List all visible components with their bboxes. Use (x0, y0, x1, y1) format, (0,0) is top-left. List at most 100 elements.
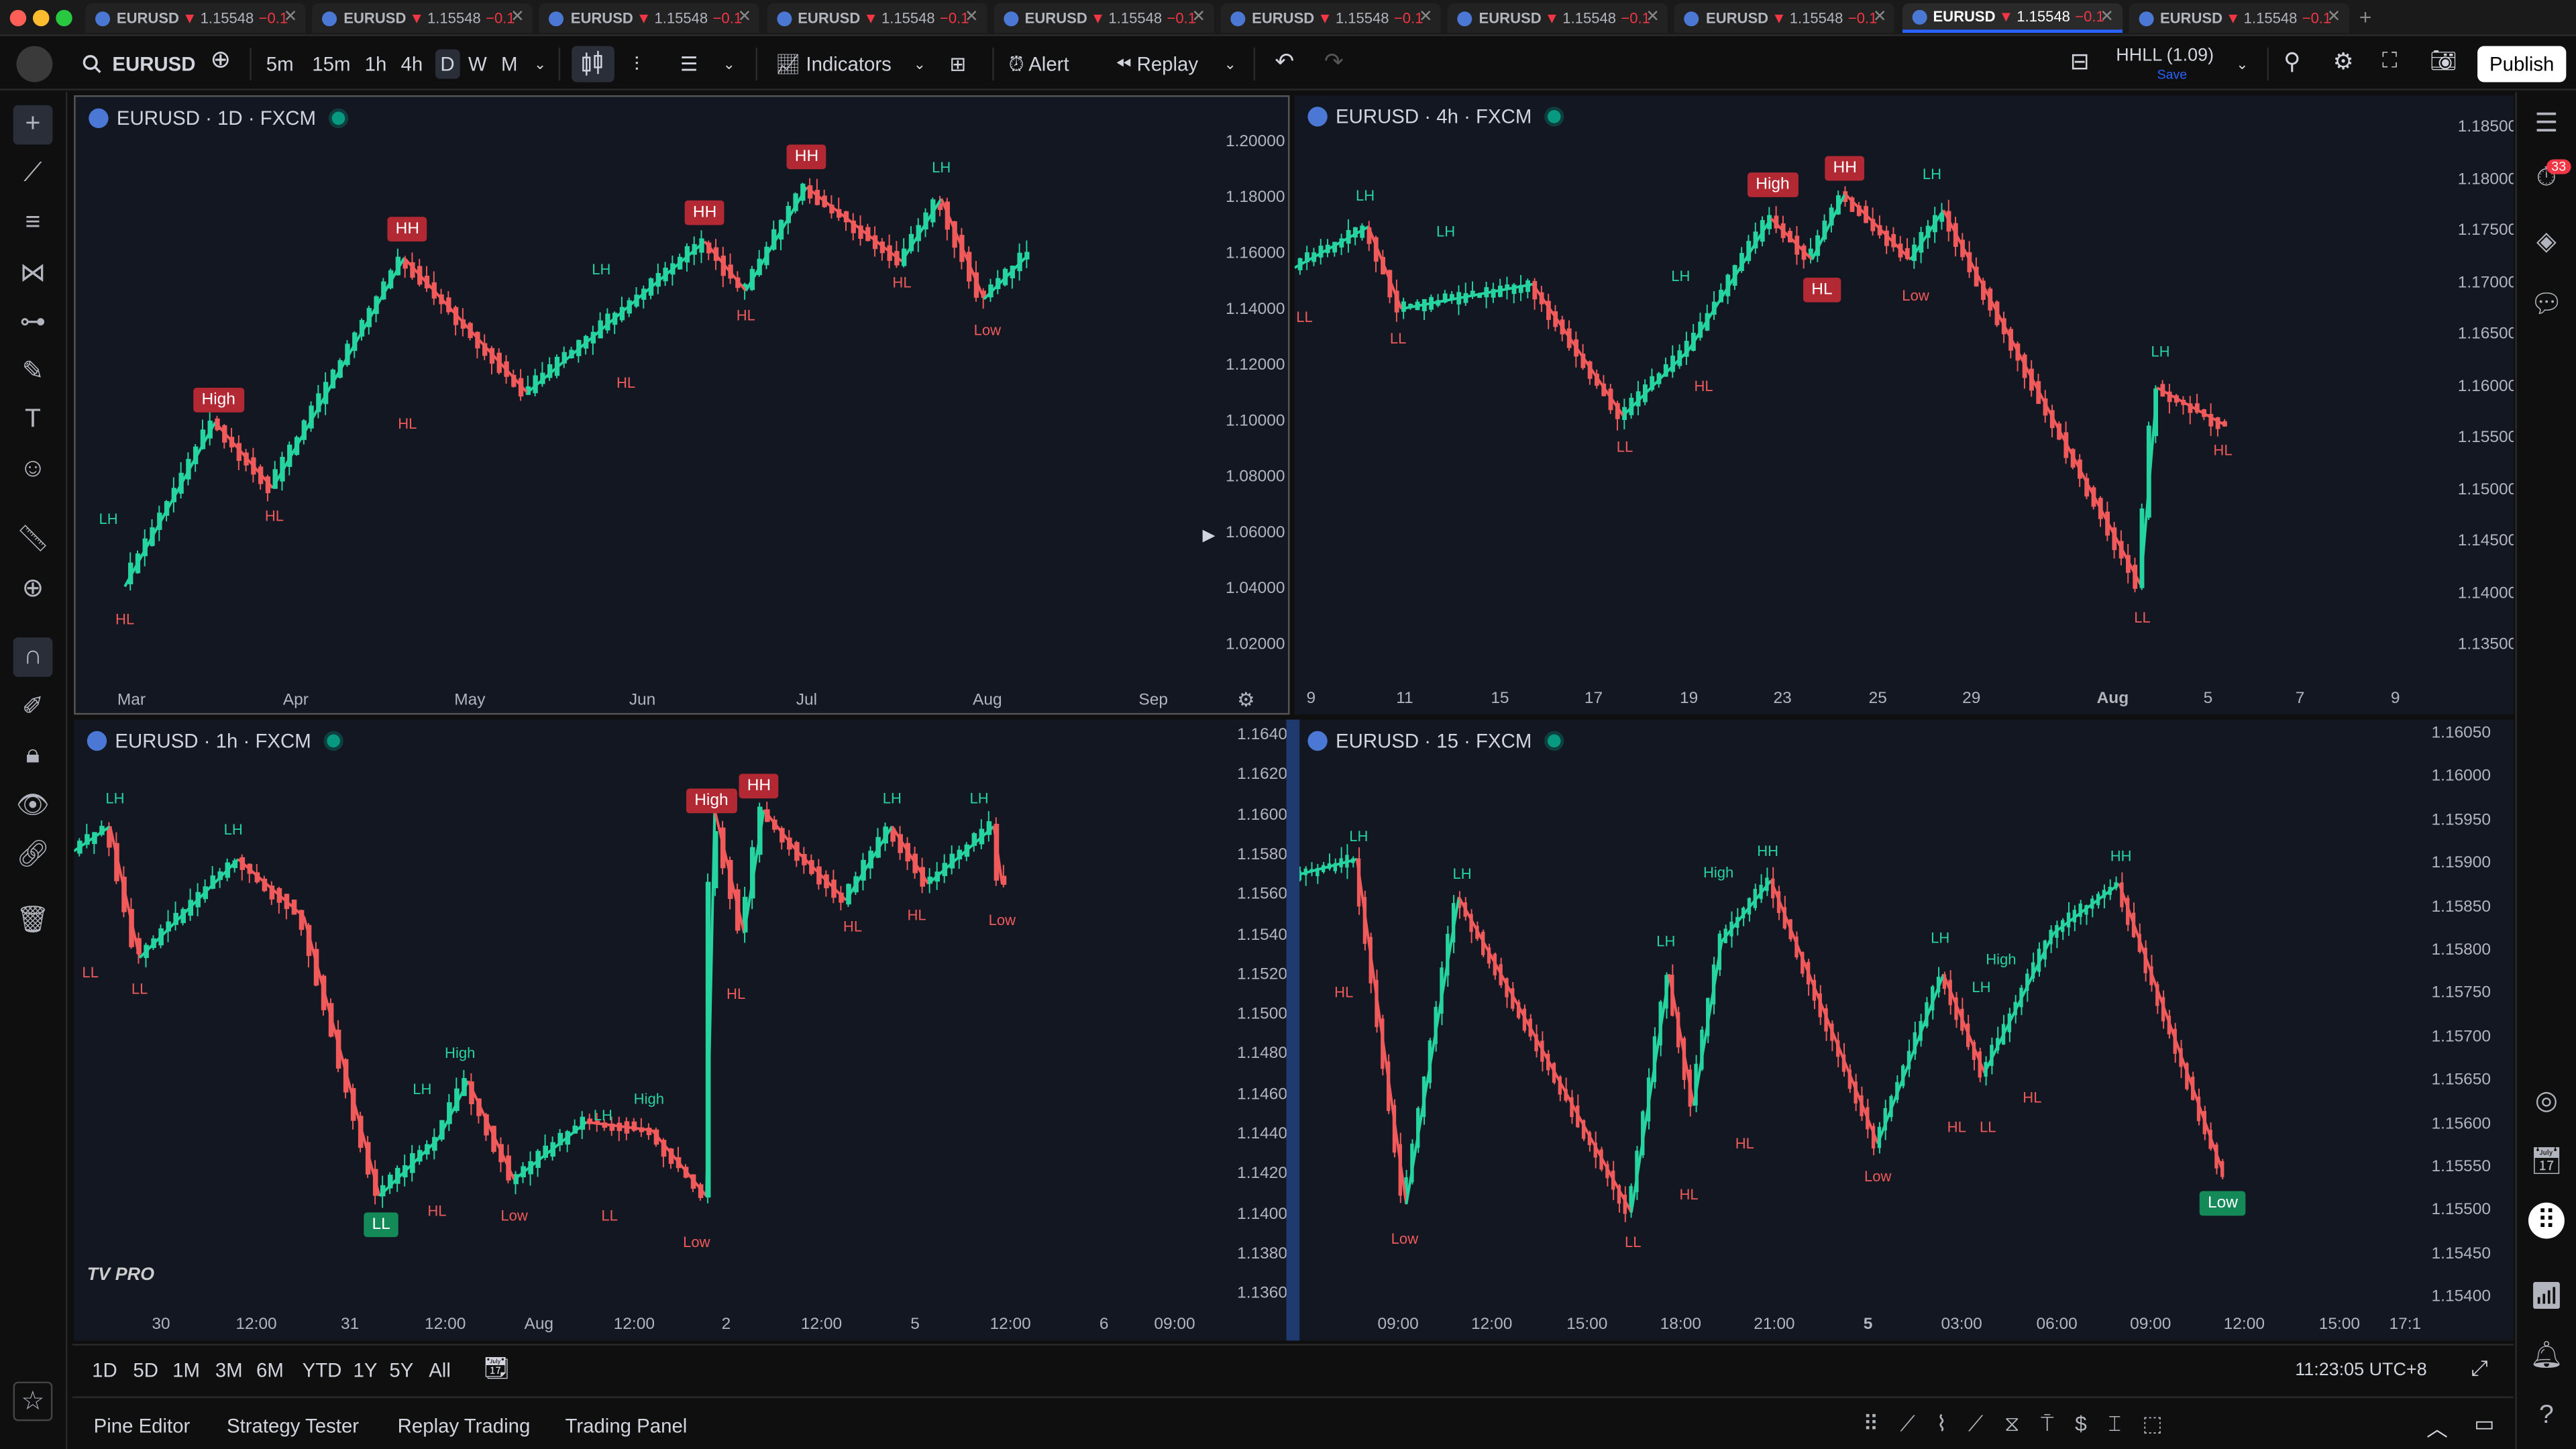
maximize-window-dot[interactable] (56, 9, 72, 27)
price-chart-svg[interactable] (74, 720, 1289, 1341)
interval-5m[interactable]: 5m (266, 52, 294, 76)
browser-tab[interactable]: EURUSD ▼ 1.15548 −0.1 ✕ (1220, 3, 1441, 33)
layout-dropdown-icon[interactable]: ⌄ (2236, 56, 2249, 72)
browser-tab[interactable]: EURUSD ▼ 1.15548 −0.1 ✕ (1901, 3, 2123, 33)
chat-icon[interactable]: 💬︎ (2530, 290, 2563, 319)
forecast-tool-icon[interactable]: ⊶ (19, 309, 46, 337)
range-1m[interactable]: 1M (172, 1358, 200, 1382)
close-tab-icon[interactable]: ✕ (2100, 8, 2114, 27)
help-icon[interactable]: ? (2539, 1401, 2554, 1430)
zoom-in-icon[interactable]: ⊕ (21, 575, 44, 603)
replay-dropdown-icon[interactable]: ⌄ (1224, 56, 1236, 72)
minimize-window-dot[interactable] (32, 9, 50, 27)
pattern-tool-icon[interactable]: ⋈ (19, 259, 46, 288)
undo-icon[interactable]: ↶ (1275, 48, 1295, 74)
layout-name[interactable]: HHLL (1.09) (2116, 46, 2214, 66)
interval-1h[interactable]: 1h (364, 52, 387, 76)
range-6m[interactable]: 6M (256, 1358, 284, 1382)
range-5y[interactable]: 5Y (389, 1358, 414, 1382)
close-tab-icon[interactable]: ✕ (1418, 8, 1433, 27)
trash-icon[interactable]: 🗑︎ (16, 906, 50, 935)
go-to-date-icon[interactable]: 📆︎ (483, 1355, 511, 1381)
target-icon[interactable]: ◎ (2534, 1087, 2559, 1116)
compare-add-icon[interactable]: ⊕ (210, 46, 231, 74)
close-tab-icon[interactable]: ✕ (1872, 8, 1887, 27)
axis-settings-gear-icon[interactable]: ⚙ (1237, 688, 1255, 712)
price-chart-svg[interactable] (1294, 720, 2514, 1341)
range-3m[interactable]: 3M (215, 1358, 243, 1382)
tab-strategy-tester[interactable]: Strategy Tester (226, 1414, 360, 1438)
crosshair-tool-icon[interactable]: + (13, 105, 53, 145)
fib-tool-icon[interactable]: ≡ (25, 209, 41, 237)
magnet-icon[interactable]: ∩ (13, 637, 53, 677)
layout-grid-icon[interactable]: ⊞ (949, 52, 967, 76)
interval-dropdown-icon[interactable]: ⌄ (533, 56, 547, 72)
link-icon[interactable]: 🔗︎ (16, 841, 50, 869)
close-tab-icon[interactable]: ✕ (2326, 8, 2341, 27)
pane-title[interactable]: EURUSD · 4h · FXCM (1307, 105, 1562, 128)
browser-tab[interactable]: EURUSD ▼ 1.15548 −0.1 ✕ (1448, 3, 1668, 33)
eye-icon[interactable]: 👁︎ (16, 792, 50, 820)
tab-trading-panel[interactable]: Trading Panel (565, 1414, 688, 1438)
interval-d[interactable]: D (435, 49, 460, 79)
stay-drawing-icon[interactable]: ✐ (21, 693, 44, 722)
price-chart-svg[interactable] (76, 97, 1288, 712)
browser-tab[interactable]: EURUSD ▼ 1.15548 −0.1 ✕ (994, 3, 1214, 33)
apps-grid-icon[interactable]: ⠿ (2528, 1202, 2565, 1239)
panel-window-icon[interactable]: ▭ (2474, 1411, 2495, 1436)
close-tab-icon[interactable]: ✕ (737, 8, 752, 27)
pane-title[interactable]: EURUSD · 1D · FXCM (89, 107, 346, 129)
settings-gear-icon[interactable]: ⚙ (2332, 48, 2354, 74)
range-1d[interactable]: 1D (92, 1358, 117, 1382)
range-5d[interactable]: 5D (133, 1358, 158, 1382)
scroll-to-realtime-icon[interactable]: ▶ (1202, 527, 1216, 546)
browser-tab[interactable]: EURUSD ▼ 1.15548 −0.1 ✕ (312, 3, 533, 33)
line-chart-type-icon[interactable]: ☰ (680, 52, 698, 76)
close-tab-icon[interactable]: ✕ (511, 8, 525, 27)
new-tab-icon[interactable]: + (2359, 5, 2372, 30)
layers-icon[interactable]: ◈ (2536, 228, 2557, 257)
range-all[interactable]: All (429, 1358, 451, 1382)
bar-chart-type-icon[interactable]: ⫶ (634, 52, 639, 76)
pane-title[interactable]: EURUSD · 15 · FXCM (1307, 729, 1562, 753)
fullscreen-icon[interactable]: ⛶ (2382, 48, 2398, 72)
close-tab-icon[interactable]: ✕ (965, 8, 979, 27)
interval-15m[interactable]: 15m (312, 52, 351, 76)
close-tab-icon[interactable]: ✕ (283, 8, 298, 27)
range-ytd[interactable]: YTD (302, 1358, 342, 1382)
tab-pine-editor[interactable]: Pine Editor (93, 1414, 191, 1438)
lock-icon[interactable]: 🔒︎ (25, 741, 40, 769)
browser-tab[interactable]: EURUSD ▼ 1.15548 −0.1 ✕ (1674, 3, 1895, 33)
quick-drawing-tools[interactable]: ⠿⟋⌇⟋⧖⍑$⌶⬚ (1863, 1411, 2184, 1436)
indicators-dropdown-icon[interactable]: ⌄ (913, 56, 926, 72)
save-layout-link[interactable]: Save (2157, 67, 2188, 83)
close-tab-icon[interactable]: ✕ (1191, 8, 1206, 27)
collapse-panel-icon[interactable]: ︿ (2426, 1416, 2449, 1441)
close-tab-icon[interactable]: ✕ (1646, 8, 1660, 27)
replay-button[interactable]: ⏪︎ Replay (1116, 49, 1198, 78)
redo-icon[interactable]: ↷ (1324, 48, 1344, 74)
favorites-star-icon[interactable]: ☆ (13, 1381, 53, 1421)
chart-pane-1d[interactable]: EURUSD · 1D · FXCM 1.20000 1.18000 1.16000 1… (74, 95, 1290, 715)
browser-tab[interactable]: EURUSD ▼ 1.15548 −0.1 ✕ (766, 3, 987, 33)
chart-pane-1h[interactable]: EURUSD · 1h · FXCM 1.16400 1.16200 1.16000 1… (74, 719, 1290, 1341)
calendar-icon[interactable]: 📅︎ (2530, 1148, 2563, 1177)
publish-button[interactable]: Publish (2477, 46, 2567, 83)
range-1y[interactable]: 1Y (353, 1358, 378, 1382)
price-chart-svg[interactable] (1294, 95, 2514, 714)
tab-replay-trading[interactable]: Replay Trading (397, 1414, 531, 1438)
text-tool-icon[interactable]: T (25, 405, 41, 434)
clock-label[interactable]: 11:23:05 UTC+8 (2295, 1360, 2427, 1381)
interval-w[interactable]: W (468, 52, 487, 76)
chart-pane-4h[interactable]: EURUSD · 4h · FXCM 1.18500 1.18000 1.17500 1… (1294, 95, 2514, 715)
interval-m[interactable]: M (500, 52, 518, 76)
watchlist-icon[interactable]: ☰ (2534, 110, 2559, 138)
close-window-dot[interactable] (9, 9, 27, 27)
chart-pane-15m[interactable]: EURUSD · 15 · FXCM 1.16050 1.16000 1.15950 1… (1294, 719, 2514, 1341)
maximize-panel-icon[interactable]: ⤢ (2471, 1355, 2488, 1381)
indicators-button[interactable]: 📈︎ Indicators (775, 49, 892, 78)
alert-button[interactable]: ⏰︎ Alert (1009, 49, 1069, 78)
ruler-tool-icon[interactable]: 📏︎ (16, 525, 50, 554)
bell-icon[interactable]: 🔔︎ (2530, 1342, 2563, 1371)
pane-splitter[interactable] (1286, 719, 1300, 1341)
